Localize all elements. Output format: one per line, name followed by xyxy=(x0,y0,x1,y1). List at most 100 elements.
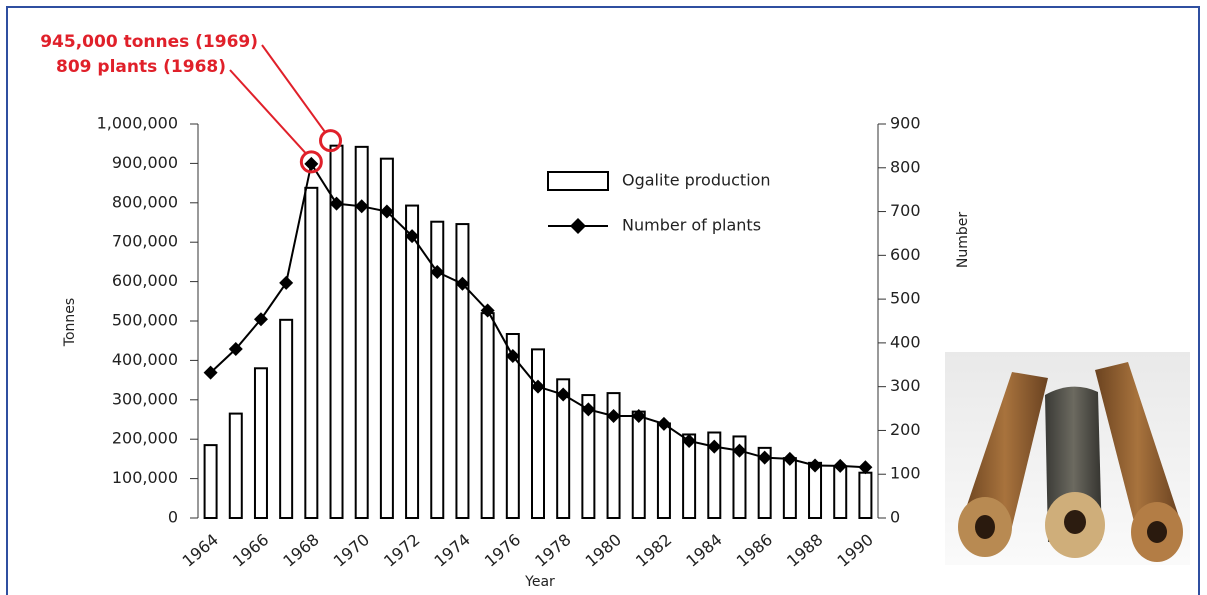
y-tick-label: 700,000 xyxy=(112,232,178,251)
marker xyxy=(782,451,797,466)
y2-tick-label: 900 xyxy=(890,114,921,133)
bar xyxy=(782,457,797,519)
y-tick-label: 400,000 xyxy=(112,350,178,369)
legend-label: Number of plants xyxy=(622,216,761,235)
y-tick-label: 200,000 xyxy=(112,429,178,448)
marker xyxy=(808,458,823,473)
bar xyxy=(379,157,394,519)
bar xyxy=(455,223,470,520)
y-tick-label: 300,000 xyxy=(112,389,178,408)
marker xyxy=(455,276,470,291)
x-tick-label: 1986 xyxy=(733,530,776,571)
callout-line xyxy=(261,44,327,134)
bar xyxy=(505,333,520,520)
callout-line xyxy=(229,69,307,154)
y-tick-label: 500,000 xyxy=(112,311,178,330)
marker xyxy=(203,365,218,380)
y2-tick-label: 600 xyxy=(890,245,921,264)
bar xyxy=(707,431,722,520)
y-tick-label: 900,000 xyxy=(112,153,178,172)
x-tick-label: 1972 xyxy=(380,530,423,571)
y2-tick-label: 700 xyxy=(890,201,921,220)
marker xyxy=(379,204,394,219)
legend-swatch xyxy=(547,171,609,191)
marker xyxy=(480,303,495,318)
x-tick-label: 1988 xyxy=(783,530,826,571)
y-tick-label: 0 xyxy=(168,508,178,527)
marker xyxy=(405,229,420,244)
x-axis-title: Year xyxy=(524,574,555,590)
bar xyxy=(203,444,218,519)
bar xyxy=(631,410,646,519)
y2-tick-label: 200 xyxy=(890,420,921,439)
y-axis-title: Tonnes xyxy=(62,298,78,347)
marker xyxy=(531,379,545,394)
marker xyxy=(656,416,671,431)
marker xyxy=(858,460,873,475)
x-tick-label: 1966 xyxy=(229,530,272,571)
marker xyxy=(505,349,520,364)
bar xyxy=(858,471,873,520)
marker xyxy=(606,408,621,423)
bar xyxy=(329,144,344,519)
x-tick-label: 1984 xyxy=(682,530,725,571)
x-tick-label: 1980 xyxy=(582,530,625,571)
legend-label: Ogalite production xyxy=(622,171,771,190)
bar xyxy=(480,312,495,519)
y-tick-label: 1,000,000 xyxy=(97,114,178,133)
x-tick-label: 1976 xyxy=(481,530,524,571)
x-tick-label: 1974 xyxy=(431,530,474,571)
bar xyxy=(833,465,848,519)
y2-axis-title: Number xyxy=(955,212,971,268)
bar xyxy=(581,394,596,519)
marker xyxy=(682,433,697,448)
marker xyxy=(304,156,319,171)
y2-tick-label: 300 xyxy=(890,376,921,395)
bar xyxy=(656,422,671,519)
marker xyxy=(228,342,243,357)
y-tick-label: 600,000 xyxy=(112,271,178,290)
y2-tick-label: 0 xyxy=(890,508,900,527)
callout-circle xyxy=(299,150,323,174)
bar xyxy=(430,220,445,519)
photo xyxy=(945,352,1190,565)
x-tick-label: 1970 xyxy=(330,530,373,571)
legend-swatch xyxy=(570,218,586,234)
marker xyxy=(556,387,571,402)
marker xyxy=(329,196,344,211)
x-tick-label: 1982 xyxy=(632,530,675,571)
frame xyxy=(6,6,1200,595)
y2-tick-label: 800 xyxy=(890,157,921,176)
marker xyxy=(732,443,747,458)
bar xyxy=(405,204,420,519)
marker xyxy=(253,312,268,327)
bar xyxy=(606,392,621,519)
bar xyxy=(304,186,319,519)
y2-tick-label: 500 xyxy=(890,289,921,308)
marker xyxy=(581,402,596,417)
bar xyxy=(354,145,369,520)
y-tick-label: 800,000 xyxy=(112,192,178,211)
annotation: 809 plants (1968) xyxy=(56,57,226,77)
bar xyxy=(228,412,243,519)
y2-tick-label: 400 xyxy=(890,332,921,351)
bar xyxy=(531,348,545,520)
y-tick-label: 100,000 xyxy=(112,468,178,487)
x-tick-label: 1968 xyxy=(279,530,322,571)
x-tick-label: 1978 xyxy=(531,530,574,571)
marker xyxy=(430,264,445,279)
bar xyxy=(556,378,571,520)
marker xyxy=(833,458,848,473)
bar xyxy=(732,435,747,519)
x-tick-label: 1964 xyxy=(179,530,222,571)
bar xyxy=(253,367,268,519)
marker xyxy=(279,275,294,290)
marker xyxy=(707,439,722,454)
annotation: 945,000 tonnes (1969) xyxy=(40,32,258,52)
marker xyxy=(631,408,646,423)
y2-tick-label: 100 xyxy=(890,464,921,483)
marker xyxy=(757,450,772,465)
marker xyxy=(354,199,369,214)
bar xyxy=(279,318,294,519)
